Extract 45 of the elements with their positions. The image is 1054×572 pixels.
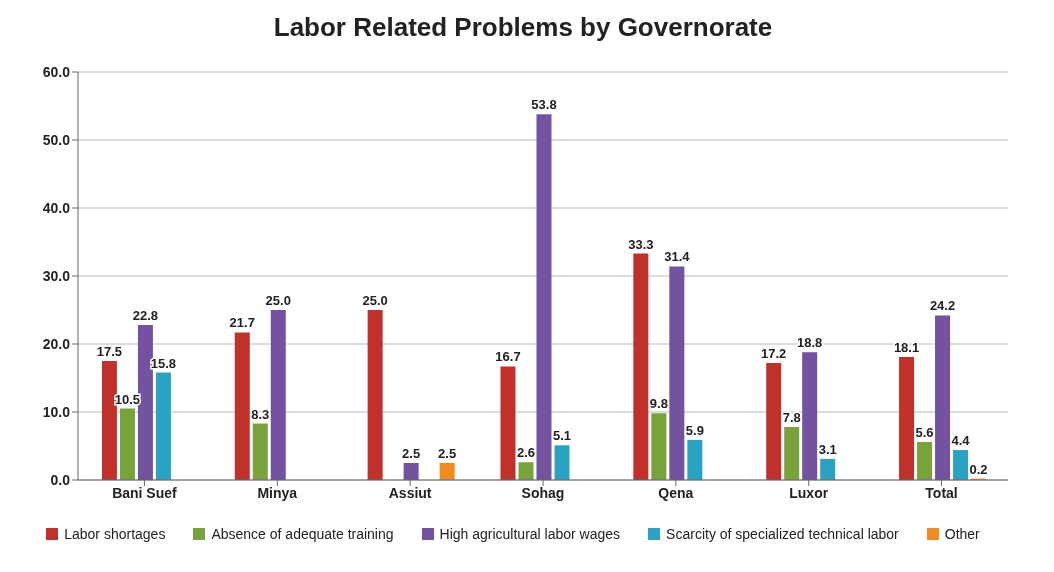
data-label: 18.8 xyxy=(797,335,823,351)
y-tick-label: 30.0 xyxy=(42,267,71,284)
x-tick-label: Minya xyxy=(257,484,298,501)
data-label: 2.6 xyxy=(516,445,536,461)
y-tick-label: 10.0 xyxy=(42,403,71,420)
data-label: 17.2 xyxy=(761,346,787,362)
y-tick-label: 0.0 xyxy=(50,471,71,488)
data-label: 24.2 xyxy=(929,298,956,314)
data-label: 8.3 xyxy=(251,406,270,422)
data-label: 31.4 xyxy=(664,249,691,265)
y-tick-label: 40.0 xyxy=(42,199,71,216)
x-tick-label: Qena xyxy=(658,484,694,501)
data-label: 22.8 xyxy=(132,307,159,323)
x-tick-label: Total xyxy=(925,484,958,501)
data-label: 9.8 xyxy=(649,396,668,412)
legend-label: Absence of adequate training xyxy=(210,526,394,542)
x-tick-label: Sohag xyxy=(521,484,565,501)
legend-label: Scarcity of specialized technical labor xyxy=(665,526,899,542)
data-label: 4.4 xyxy=(951,433,971,449)
data-label: 17.5 xyxy=(96,344,123,359)
y-tick-label: 20.0 xyxy=(42,335,71,352)
data-label: 2.5 xyxy=(438,446,457,461)
data-label: 25.0 xyxy=(362,293,388,308)
data-label: 0.2 xyxy=(969,461,988,477)
data-label: 18.1 xyxy=(893,339,920,355)
data-label: 21.7 xyxy=(229,315,255,331)
data-label: 5.1 xyxy=(552,428,572,444)
data-label: 25.0 xyxy=(265,293,291,308)
y-tick-label: 50.0 xyxy=(42,131,71,148)
legend-label: Labor shortages xyxy=(63,526,166,542)
y-tick-label: 60.0 xyxy=(42,63,71,80)
chart-title: Labor Related Problems by Governorate xyxy=(272,12,774,43)
x-tick-label: Luxor xyxy=(789,484,829,501)
data-label: 7.8 xyxy=(782,409,801,425)
legend-label: Other xyxy=(943,526,980,542)
data-label: 5.6 xyxy=(915,424,934,440)
legend-label: High agricultural labor wages xyxy=(438,526,621,542)
data-label: 2.5 xyxy=(402,446,421,461)
data-label: 53.8 xyxy=(531,97,557,113)
x-tick-label: Assiut xyxy=(388,484,432,501)
x-tick-label: Bani Suef xyxy=(112,484,178,501)
data-label: 5.9 xyxy=(685,422,704,438)
data-label: 3.1 xyxy=(818,441,837,457)
data-label: 33.3 xyxy=(628,236,654,252)
data-label: 16.7 xyxy=(495,349,521,365)
